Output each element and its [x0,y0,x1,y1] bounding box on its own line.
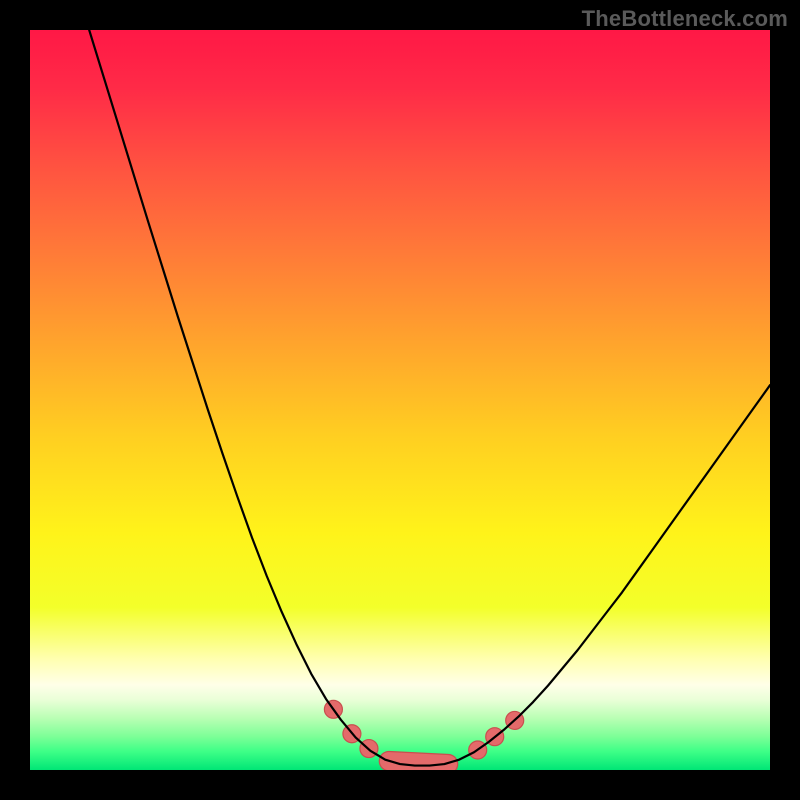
gradient-background [30,30,770,770]
chart-frame: TheBottleneck.com [0,0,800,800]
watermark-text: TheBottleneck.com [582,6,788,32]
plot-area [30,30,770,770]
bottleneck-chart [30,30,770,770]
